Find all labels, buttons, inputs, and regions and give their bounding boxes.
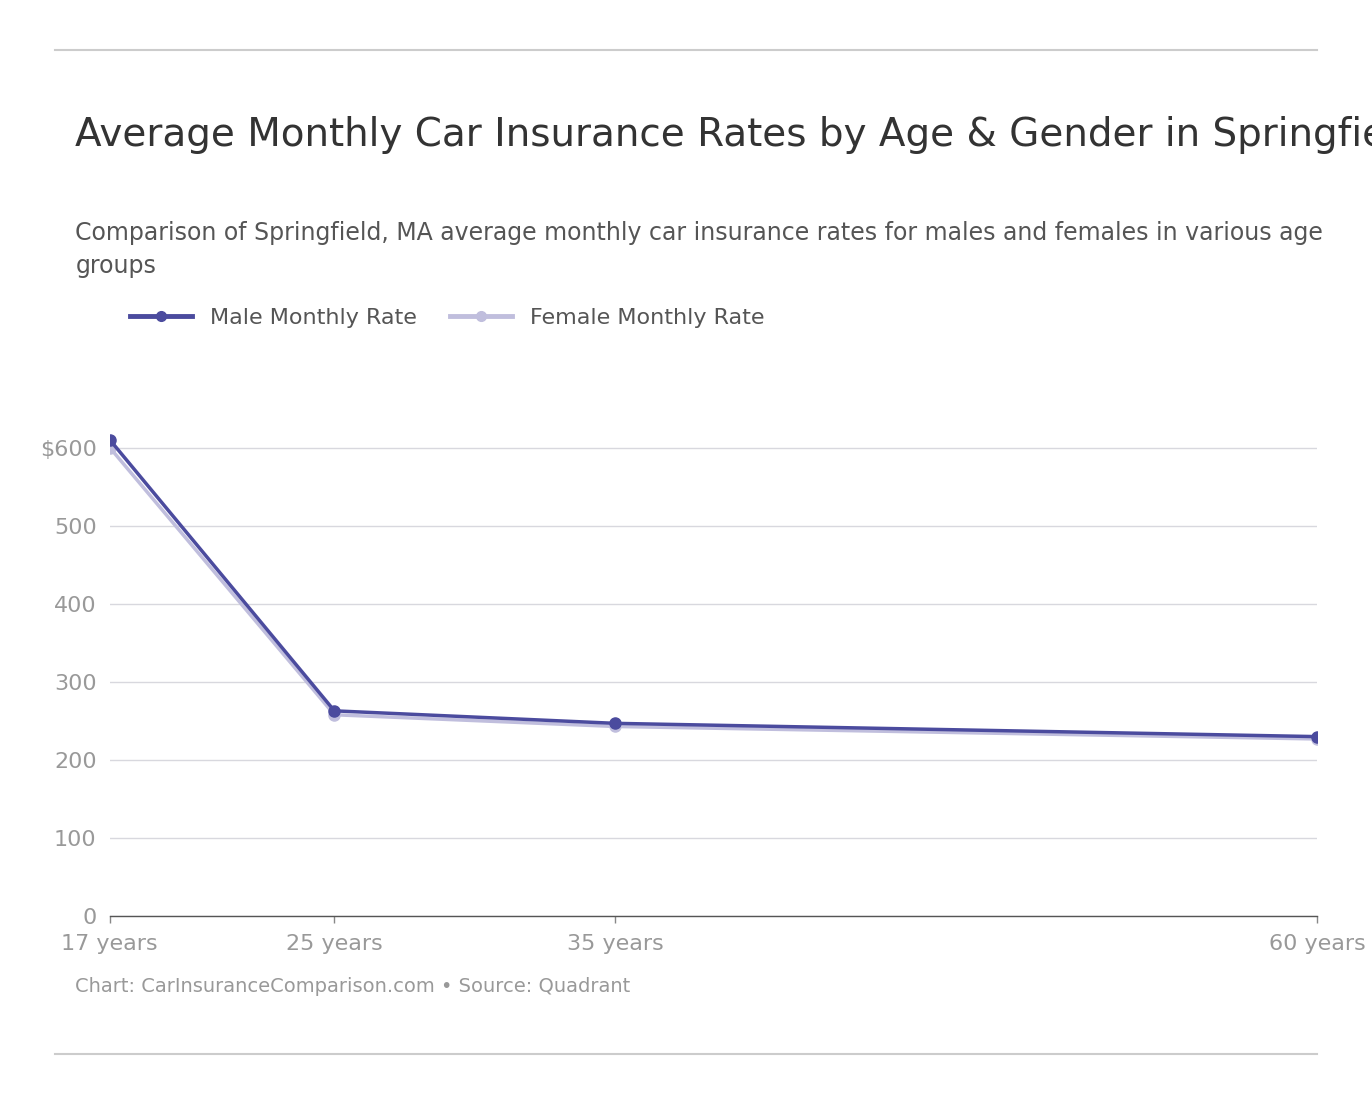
Text: Average Monthly Car Insurance Rates by Age & Gender in Springfield, MA: Average Monthly Car Insurance Rates by A… — [75, 116, 1372, 153]
Legend: Male Monthly Rate, Female Monthly Rate: Male Monthly Rate, Female Monthly Rate — [121, 299, 774, 337]
Text: Comparison of Springfield, MA average monthly car insurance rates for males and : Comparison of Springfield, MA average mo… — [75, 221, 1324, 278]
Text: Chart: CarInsuranceComparison.com • Source: Quadrant: Chart: CarInsuranceComparison.com • Sour… — [75, 977, 631, 996]
